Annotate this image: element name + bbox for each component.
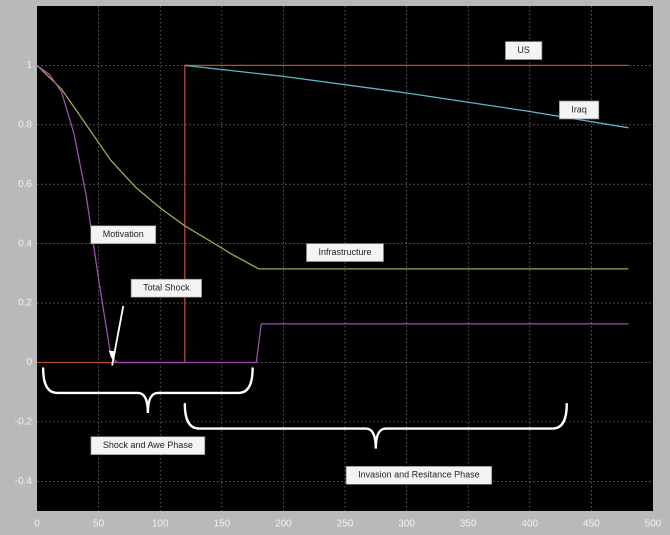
x-tick-label: 250	[337, 519, 354, 530]
annotation-invasion: Invasion and Resitance Phase	[345, 466, 493, 485]
series-line-0	[37, 64, 629, 364]
annotation-text: Iraq	[571, 104, 587, 114]
x-tick-label: 300	[398, 519, 415, 530]
annotation-box	[130, 278, 202, 298]
annotation-iraq: Iraq	[558, 100, 600, 120]
x-tick-label: 100	[152, 519, 169, 530]
x-axis-ticks: 0 50 100 150 200 250 300 350 400 450 500	[34, 519, 662, 530]
series-lines	[36, 64, 629, 364]
y-tick-label: 0.8	[18, 119, 32, 130]
x-tick-label: 200	[275, 519, 292, 530]
annotation-box	[90, 436, 206, 455]
annotation-text: Shock and Awe Phase	[103, 440, 193, 450]
x-tick-label: 50	[93, 519, 105, 530]
annotation-shock-awe: Shock and Awe Phase	[90, 436, 206, 455]
y-axis-ticks: 1 0.8 0.6 0.4 0.2 0 -0.2 -0.4	[15, 60, 33, 487]
x-tick-label: 350	[460, 519, 477, 530]
annotation-box	[90, 225, 157, 245]
y-tick-label: 0	[26, 357, 32, 368]
annotation-us: US	[505, 41, 543, 60]
annotation-text: Total Shock	[143, 283, 190, 293]
series-line-2	[36, 64, 629, 270]
y-tick-label: -0.2	[15, 417, 33, 428]
grid-lines	[37, 6, 653, 511]
x-tick-label: 500	[645, 519, 662, 530]
annotation-text: Infrastructure	[318, 247, 371, 257]
y-tick-label: -0.4	[15, 476, 33, 487]
annotation-box	[345, 466, 493, 485]
y-tick-label: 0.2	[18, 298, 32, 309]
annotation-text: Invasion and Resitance Phase	[358, 470, 480, 480]
y-tick-label: 0.4	[18, 238, 32, 249]
series-line-3	[36, 64, 629, 364]
arrow-head	[108, 350, 117, 360]
annotation-text: Motivation	[103, 229, 144, 239]
annotation-box	[558, 100, 600, 120]
annotation-box	[505, 41, 543, 60]
y-tick-label: 0.6	[18, 179, 32, 190]
annotation-infrastructure: Infrastructure	[306, 243, 384, 262]
annotation-motivation: Motivation	[90, 225, 157, 245]
x-tick-label: 400	[521, 519, 538, 530]
annotation-text: US	[517, 45, 530, 55]
y-tick-label: 1	[26, 60, 32, 71]
annotation-box	[306, 243, 384, 262]
annotations: US Iraq Motivation Infrastructure Total Shoc…	[90, 41, 600, 485]
x-tick-label: 0	[34, 519, 40, 530]
annotation-total-shock: Total Shock	[130, 278, 202, 298]
x-tick-label: 450	[583, 519, 600, 530]
x-tick-label: 150	[213, 519, 230, 530]
